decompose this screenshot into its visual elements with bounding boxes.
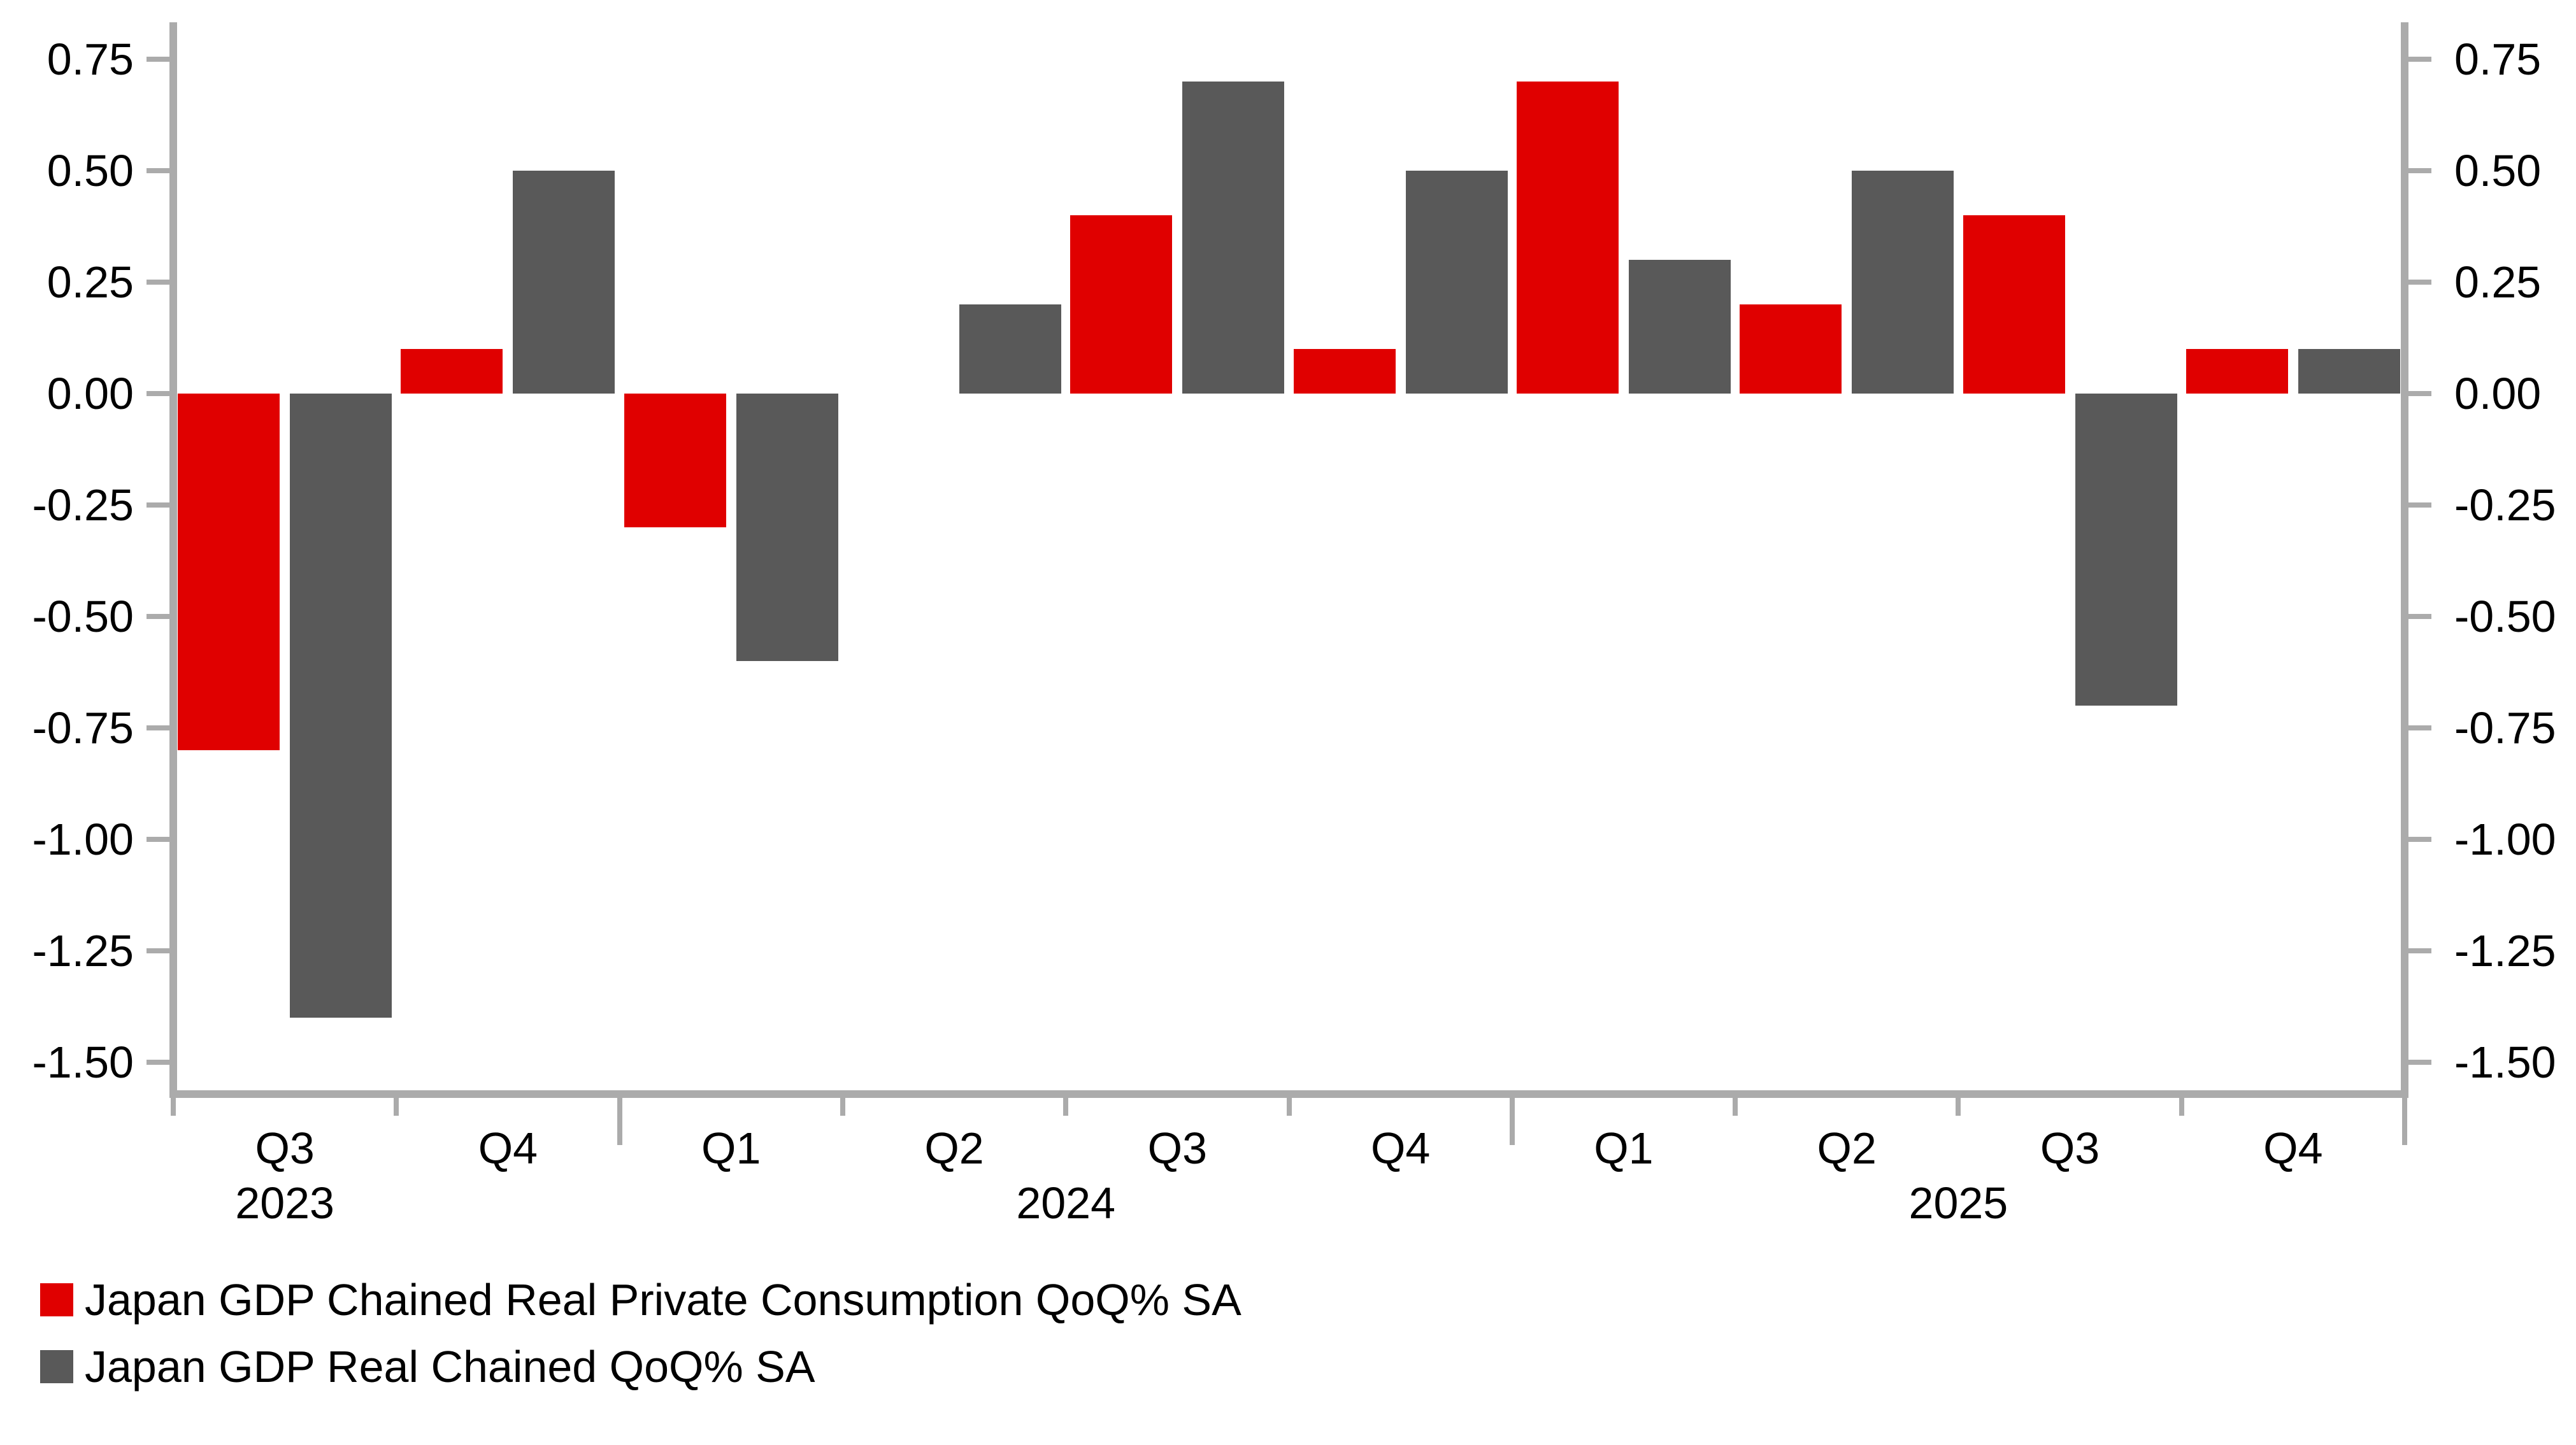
bar-private-consumption-2025-q3 [1963,215,2065,394]
y-tick-label-right: 0.25 [2454,257,2542,307]
x-tick-mark [1286,1090,1292,1116]
x-tick-label-year-2024: 2024 [1016,1178,1116,1228]
legend-swatch-real-gdp [40,1350,73,1383]
bar-private-consumption-2025-q1 [1516,82,1619,394]
y-axis-right [2401,22,2408,1098]
y-tick-label-right: 0.75 [2454,34,2542,84]
y-tick-label-left: -1.25 [32,926,134,976]
y-tick-label-right: -1.50 [2454,1037,2556,1087]
x-tick-label-quarter-2025-q4: Q4 [2263,1123,2323,1173]
bar-real-gdp-2025-q4 [2298,349,2400,394]
y-tick-mark-left [147,837,169,842]
y-tick-label-left: -0.75 [32,703,134,753]
y-tick-label-left: 0.00 [47,369,134,418]
bar-private-consumption-2025-q2 [1740,304,1842,394]
x-tick-label-quarter-2024-q1: Q1 [701,1123,761,1173]
y-tick-mark-right [2408,948,2431,953]
y-tick-mark-left [147,725,169,730]
bar-real-gdp-2024-q4 [1405,171,1508,394]
x-tick-label-quarter-2025-q2: Q2 [1817,1123,1877,1173]
y-tick-label-left: -0.50 [32,592,134,641]
y-tick-mark-left [147,391,169,396]
legend: Japan GDP Chained Real Private Consumpti… [0,1267,1401,1407]
legend-label-private-consumption: Japan GDP Chained Real Private Consumpti… [85,1275,1241,1325]
bar-private-consumption-2024-q3 [1070,215,1173,394]
x-tick-label-quarter-2025-q3: Q3 [2040,1123,2100,1173]
bar-private-consumption-2023-q3 [178,394,280,750]
legend-label-real-gdp: Japan GDP Real Chained QoQ% SA [85,1342,815,1392]
y-tick-label-right: 0.50 [2454,146,2542,196]
x-tick-label-quarter-2024-q3: Q3 [1147,1123,1208,1173]
x-tick-mark [1733,1090,1738,1116]
y-tick-mark-right [2408,837,2431,842]
y-tick-label-right: -1.25 [2454,926,2556,976]
y-tick-mark-right [2408,502,2431,508]
x-tick-label-quarter-2024-q4: Q4 [1370,1123,1431,1173]
x-tick-mark [2179,1090,2184,1116]
y-tick-mark-left [147,948,169,953]
y-axis-left [169,22,177,1098]
y-tick-label-left: -0.25 [32,480,134,530]
y-tick-mark-right [2408,391,2431,396]
y-tick-label-right: 0.00 [2454,369,2542,418]
y-tick-label-right: -0.50 [2454,592,2556,641]
y-tick-label-right: -0.25 [2454,480,2556,530]
bar-private-consumption-2023-q4 [401,349,503,394]
y-tick-label-left: -1.00 [32,815,134,864]
y-tick-mark-left [147,1060,169,1065]
y-tick-mark-right [2408,280,2431,285]
y-tick-label-right: -0.75 [2454,703,2556,753]
y-tick-mark-right [2408,614,2431,619]
bar-real-gdp-2024-q1 [736,394,838,661]
x-tick-mark [171,1090,176,1116]
y-tick-mark-right [2408,725,2431,730]
y-tick-mark-right [2408,57,2431,62]
y-tick-mark-right [2408,1060,2431,1065]
bar-private-consumption-2024-q4 [1293,349,1396,394]
bar-real-gdp-2025-q2 [1852,171,1954,394]
y-tick-mark-left [147,280,169,285]
y-tick-mark-right [2408,168,2431,173]
bar-private-consumption-2024-q1 [624,394,726,527]
bar-real-gdp-2023-q3 [290,394,392,1018]
bar-real-gdp-2024-q2 [959,304,1062,394]
x-tick-label-year-2023: 2023 [235,1178,334,1228]
x-tick-label-quarter-2025-q1: Q1 [1594,1123,1654,1173]
bar-real-gdp-2025-q1 [1628,260,1731,394]
y-tick-label-left: 0.50 [47,146,134,196]
x-tick-mark-year-end [617,1090,622,1145]
x-tick-mark [394,1090,399,1116]
bar-real-gdp-2024-q3 [1182,82,1285,394]
y-tick-label-left: 0.25 [47,257,134,307]
x-tick-label-year-2025: 2025 [1908,1178,2008,1228]
y-tick-mark-left [147,614,169,619]
bar-private-consumption-2025-q4 [2186,349,2288,394]
bar-real-gdp-2023-q4 [513,171,615,394]
x-tick-mark [1063,1090,1069,1116]
y-tick-label-left: -1.50 [32,1037,134,1087]
y-tick-mark-left [147,502,169,508]
x-tick-label-quarter-2024-q2: Q2 [924,1123,984,1173]
y-tick-mark-left [147,57,169,62]
x-tick-mark [840,1090,845,1116]
x-tick-label-quarter-2023-q4: Q4 [478,1123,538,1173]
x-tick-mark [1956,1090,1961,1116]
bar-real-gdp-2025-q3 [2075,394,2177,706]
y-tick-label-right: -1.00 [2454,815,2556,864]
x-tick-label-quarter-2023-q3: Q3 [255,1123,315,1173]
x-tick-mark-year-end [1509,1090,1515,1145]
legend-swatch-private-consumption [40,1283,73,1316]
x-tick-mark-year-end [2402,1090,2407,1145]
y-tick-mark-left [147,168,169,173]
y-tick-label-left: 0.75 [47,34,134,84]
